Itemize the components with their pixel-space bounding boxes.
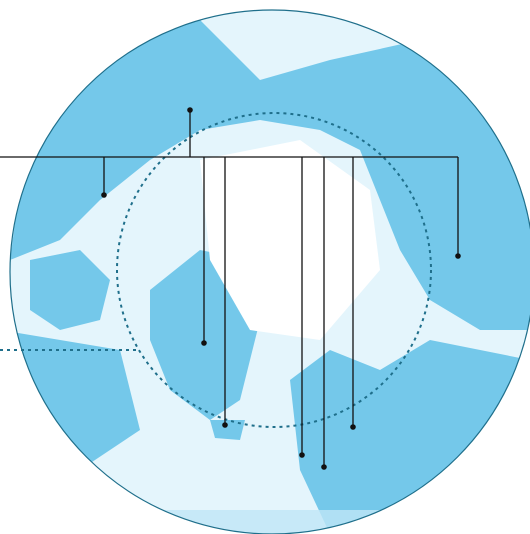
iceland	[210, 420, 245, 440]
location-dot	[321, 464, 327, 470]
ice-cap	[200, 140, 380, 340]
location-dot	[101, 192, 107, 198]
location-dot	[350, 424, 356, 430]
globe-outline	[9, 9, 530, 534]
land-north	[10, 20, 530, 330]
arctic-circle	[116, 112, 432, 428]
land-west	[30, 250, 110, 330]
location-dot	[455, 253, 461, 259]
bottom-band	[10, 510, 530, 534]
leader-lines	[0, 110, 459, 467]
location-dots	[101, 107, 461, 470]
location-dot	[299, 452, 305, 458]
location-dot	[201, 340, 207, 346]
location-dot	[187, 107, 193, 113]
europe	[290, 340, 530, 534]
location-dot	[222, 422, 228, 428]
